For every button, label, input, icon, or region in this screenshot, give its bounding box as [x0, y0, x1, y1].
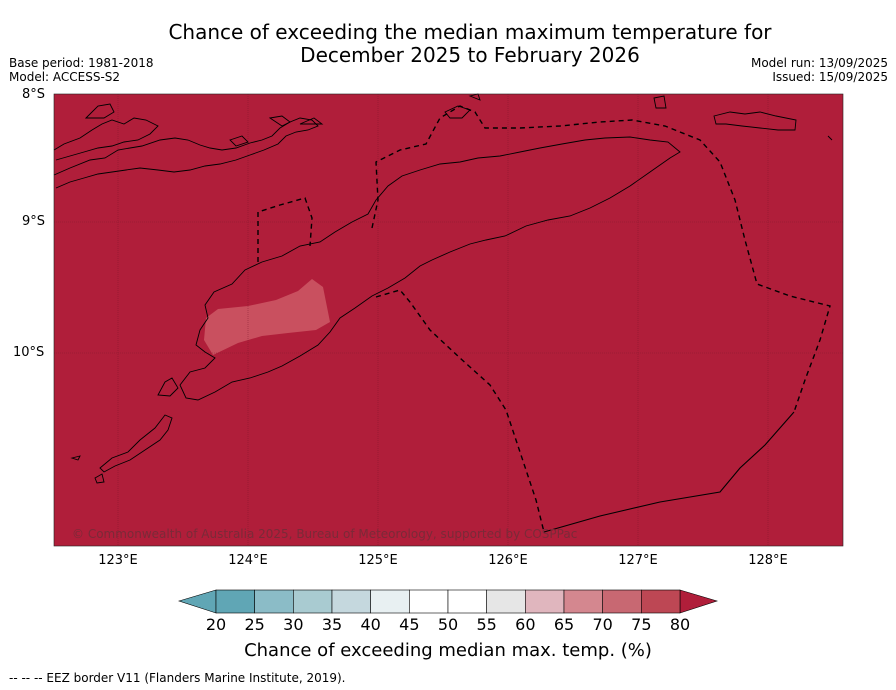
colorbar-segment: [525, 589, 565, 614]
map-background: [54, 94, 843, 546]
colorbar-tick-label: 80: [669, 615, 691, 634]
colorbar-tick-label: 70: [592, 615, 613, 634]
model-run: Model run: 13/09/2025: [750, 56, 888, 70]
chart-title: Chance of exceeding the median maximum t…: [0, 21, 896, 67]
coastlines: [53, 93, 833, 484]
colorbar-tick-label: 65: [553, 615, 575, 634]
run-info: Model run: 13/09/2025 Issued: 15/09/2025: [751, 56, 888, 84]
colorbar-segment: [447, 589, 487, 614]
colorbar-segment: [215, 589, 255, 614]
colorbar-segment: [293, 589, 333, 614]
colorbar-segment: [254, 589, 294, 614]
eez-borders: [257, 105, 831, 533]
colorbar-min-arrow: [177, 589, 217, 614]
colorbar-tick-label: 20: [205, 615, 227, 634]
gridlines: [54, 94, 843, 546]
colorbar-label: Chance of exceeding median max. temp. (%…: [244, 640, 652, 661]
title-line-2: December 2025 to February 2026: [300, 43, 640, 67]
colorbar-max-arrow: [679, 589, 719, 614]
issued-date: Issued: 15/09/2025: [772, 70, 888, 84]
maritime-boundary: [543, 411, 795, 533]
lon-label-127e: 127°E: [618, 553, 658, 568]
title-line-1: Chance of exceeding the median maximum t…: [168, 20, 772, 44]
colorbar-tick-label: 60: [515, 615, 536, 634]
colorbar-tick-label: 75: [631, 615, 652, 634]
lon-label-123e: 123°E: [98, 553, 138, 568]
colorbar-tick-label: 45: [399, 615, 420, 634]
colorbar-segment: [563, 589, 603, 614]
model-name: Model: ACCESS-S2: [9, 70, 121, 84]
lon-label-124e: 124°E: [228, 553, 268, 568]
base-period: Base period: 1981-2018: [9, 56, 154, 70]
lat-label-9s: 9°S: [22, 214, 46, 229]
lon-label-128e: 128°E: [748, 553, 788, 568]
colorbar-segment: [486, 589, 526, 614]
colorbar-tick-label: 30: [283, 615, 304, 634]
model-info: Base period: 1981-2018 Model: ACCESS-S2: [9, 56, 154, 84]
lon-label-125e: 125°E: [358, 553, 398, 568]
colorbar-segment: [331, 589, 371, 614]
colorbar-tick-label: 50: [437, 615, 459, 634]
colorbar-tick-label: 25: [244, 615, 265, 634]
colorbar-segment: [409, 589, 449, 614]
colorbar-segment: [641, 589, 681, 614]
colorbar-tick-label: 35: [321, 615, 343, 634]
lat-label-8s: 8°S: [22, 87, 46, 102]
colorbar-tick-label: 40: [360, 615, 381, 634]
colorbar: [177, 589, 719, 614]
map-frame: [53, 93, 844, 547]
lon-label-126e: 126°E: [488, 553, 528, 568]
lat-label-10s: 10°S: [13, 345, 45, 360]
copyright-notice: © Commonwealth of Australia 2025, Bureau…: [72, 527, 577, 541]
eez-footnote: -- -- -- EEZ border V11 (Flanders Marine…: [9, 671, 346, 685]
colorbar-segment: [370, 589, 410, 614]
colorbar-segment: [602, 589, 642, 614]
colorbar-tick-label: 55: [476, 615, 497, 634]
probability-patch: [204, 279, 330, 355]
